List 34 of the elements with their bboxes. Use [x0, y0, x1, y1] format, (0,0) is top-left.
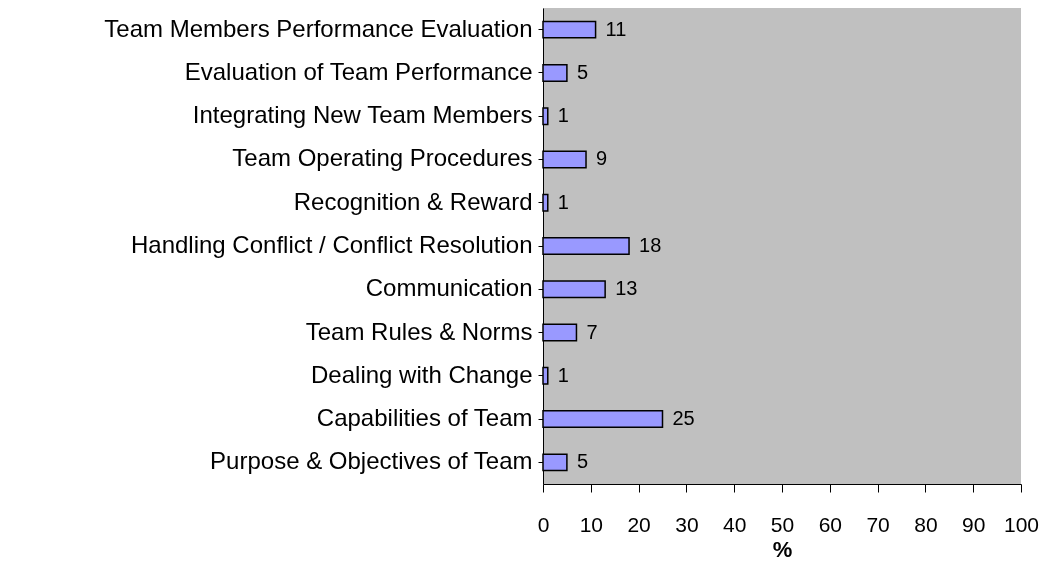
data-label: 13	[615, 277, 638, 300]
data-label: 5	[576, 60, 589, 83]
data-label: 1	[557, 104, 569, 127]
x-tick-label: 60	[818, 512, 842, 536]
x-tick-label: 30	[675, 512, 699, 536]
data-label: 25	[672, 407, 695, 430]
x-tick-label: 20	[627, 512, 651, 536]
x-tick-label: 80	[914, 512, 938, 536]
x-tick-label: 90	[962, 512, 986, 536]
y-tick-label: Purpose & Objectives of Team	[210, 447, 533, 475]
data-label: 7	[586, 320, 598, 343]
y-tick-label: Evaluation of Team Performance	[184, 57, 533, 85]
data-label: 1	[557, 190, 569, 213]
y-tick-label: Recognition & Reward	[293, 187, 533, 215]
x-tick-label: 10	[579, 512, 603, 536]
data-label: 9	[596, 147, 608, 170]
x-tick-label: 40	[723, 512, 747, 536]
data-label: 11	[605, 17, 627, 40]
data-label: 18	[639, 234, 662, 256]
x-tick-label: 70	[866, 512, 890, 536]
y-tick-label: Team Rules & Norms	[305, 317, 533, 345]
y-tick-label: Dealing with Change	[311, 360, 533, 388]
x-tick-label: 0	[537, 512, 550, 536]
y-tick-label: Team Members Performance Evaluation	[104, 14, 533, 42]
y-tick-label: Communication	[365, 274, 533, 302]
x-tick-label: 100	[1003, 512, 1040, 536]
x-axis-title: %	[772, 536, 793, 562]
y-tick-label: Capabilities of Team	[316, 404, 533, 432]
y-tick-label: Integrating New Team Members	[192, 101, 533, 129]
y-tick-label: Handling Conflict / Conflict Resolution	[130, 231, 533, 258]
y-tick-label: Team Operating Procedures	[232, 144, 533, 172]
x-tick-label: 50	[770, 512, 795, 536]
data-label: 5	[576, 450, 589, 473]
data-label: 1	[557, 363, 569, 386]
